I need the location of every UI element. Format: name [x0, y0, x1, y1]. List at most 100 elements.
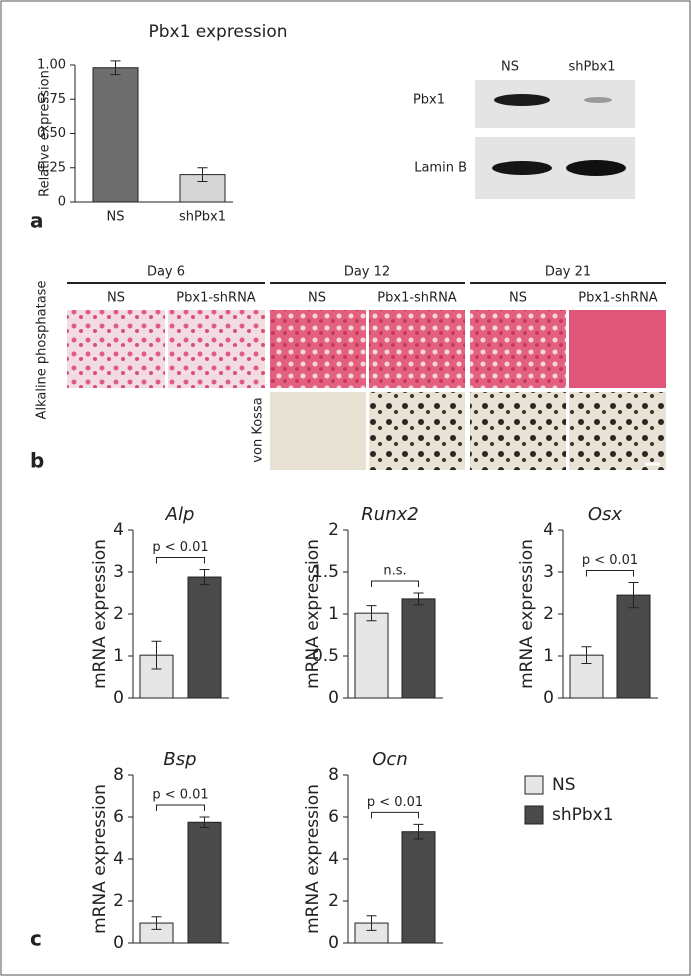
- error-bar: [628, 582, 639, 609]
- bar: [616, 594, 651, 699]
- error-bar: [413, 823, 424, 840]
- y-axis-label: mRNA expression: [303, 539, 323, 689]
- micrograph: [270, 310, 366, 388]
- micrograph: [67, 310, 165, 388]
- blot-band: [584, 97, 612, 103]
- y-tick-label: 1: [328, 604, 339, 624]
- bar: [187, 821, 222, 944]
- y-tick-label: 4: [543, 520, 554, 540]
- column-label: Pbx1-shRNA: [578, 291, 658, 306]
- legend-swatch: [524, 805, 544, 825]
- row-label: von Kossa: [251, 397, 266, 462]
- y-tick-label: 0.50: [37, 126, 66, 141]
- significance-bracket: [586, 570, 634, 577]
- micrograph: [569, 392, 666, 470]
- x-tick-label: shPbx1: [179, 210, 226, 225]
- error-bar: [413, 592, 424, 606]
- error-bar: [151, 916, 162, 930]
- y-tick-label: 4: [113, 520, 124, 540]
- blot-row: Pbx1: [413, 93, 445, 108]
- error-bar: [581, 646, 592, 665]
- micrograph: [369, 310, 465, 388]
- y-tick-label: 0: [543, 688, 554, 708]
- micrograph: [470, 392, 566, 470]
- column-label: NS: [107, 291, 125, 306]
- error-bar: [151, 640, 162, 670]
- significance-label: p < 0.01: [582, 553, 638, 568]
- stain-panel: Alkaline phosphatase von Kossa: [35, 281, 666, 470]
- blot-band: [566, 160, 626, 176]
- micrograph: [168, 310, 265, 388]
- y-tick-label: 1: [113, 646, 124, 666]
- legend-label: NS: [552, 775, 576, 795]
- blot-column: NS: [501, 60, 519, 75]
- blot-row: Lamin B: [414, 161, 467, 176]
- y-tick-label: 2: [328, 891, 339, 911]
- y-tick-label: 3: [543, 562, 554, 582]
- y-tick-label: 3: [113, 562, 124, 582]
- y-tick-label: 0: [113, 688, 124, 708]
- micrograph: [270, 392, 366, 470]
- y-tick-label: 0: [328, 688, 339, 708]
- micrograph: [569, 310, 666, 388]
- y-tick-label: 0.25: [37, 160, 66, 175]
- chart-title: Osx: [588, 504, 623, 525]
- y-axis-label: mRNA expression: [90, 539, 110, 689]
- chart-title: Bsp: [163, 749, 196, 770]
- legend-swatch: [524, 775, 544, 795]
- y-tick-label: 1.00: [37, 58, 66, 73]
- y-tick-label: 4: [113, 849, 124, 869]
- micrograph: [369, 392, 465, 470]
- column-label: Pbx1-shRNA: [377, 291, 457, 306]
- day-label: Day 12: [344, 265, 390, 280]
- column-label: Pbx1-shRNA: [176, 291, 256, 306]
- panel-label: b: [30, 449, 44, 473]
- bar: [401, 598, 436, 699]
- blot-band: [494, 94, 550, 106]
- y-tick-label: 6: [113, 807, 124, 827]
- bar: [401, 831, 436, 944]
- chart-title: Alp: [165, 504, 195, 525]
- y-tick-label: 1: [543, 646, 554, 666]
- chart-title: Pbx1 expression: [148, 22, 287, 42]
- significance-bracket: [371, 580, 419, 587]
- x-tick-label: NS: [107, 210, 125, 225]
- y-axis-label: mRNA expression: [303, 784, 323, 934]
- y-tick-label: 0.5: [312, 646, 339, 666]
- chart-title: Runx2: [361, 504, 418, 525]
- y-tick-label: 0: [113, 933, 124, 953]
- y-tick-label: 2: [328, 520, 339, 540]
- y-tick-label: 0: [58, 195, 66, 210]
- error-bar: [366, 605, 377, 622]
- error-bar: [197, 167, 208, 182]
- y-tick-label: 8: [113, 765, 124, 785]
- error-bar: [199, 568, 210, 586]
- y-tick-label: 8: [328, 765, 339, 785]
- row-label: Alkaline phosphatase: [35, 281, 50, 420]
- bar: [92, 67, 139, 203]
- blot-band: [492, 161, 552, 175]
- panel-label: c: [30, 927, 42, 951]
- column-label: NS: [308, 291, 326, 306]
- bar: [354, 612, 389, 699]
- y-tick-label: 0.75: [37, 92, 66, 107]
- day-label: Day 6: [147, 265, 185, 280]
- y-axis-label: mRNA expression: [90, 784, 110, 934]
- significance-bracket: [156, 804, 205, 811]
- y-tick-label: 2: [113, 891, 124, 911]
- error-bar: [366, 915, 377, 931]
- panel-label: a: [30, 209, 44, 233]
- y-tick-label: 2: [543, 604, 554, 624]
- legend-label: shPbx1: [552, 805, 614, 825]
- error-bar: [199, 816, 210, 828]
- blot-column: shPbx1: [568, 60, 615, 75]
- bar: [187, 576, 222, 699]
- y-tick-label: 6: [328, 807, 339, 827]
- significance-label: p < 0.01: [367, 795, 423, 810]
- chart-title: Ocn: [372, 749, 407, 770]
- error-bar: [110, 60, 121, 76]
- blot-band-box: [475, 80, 635, 128]
- day-label: Day 21: [545, 265, 591, 280]
